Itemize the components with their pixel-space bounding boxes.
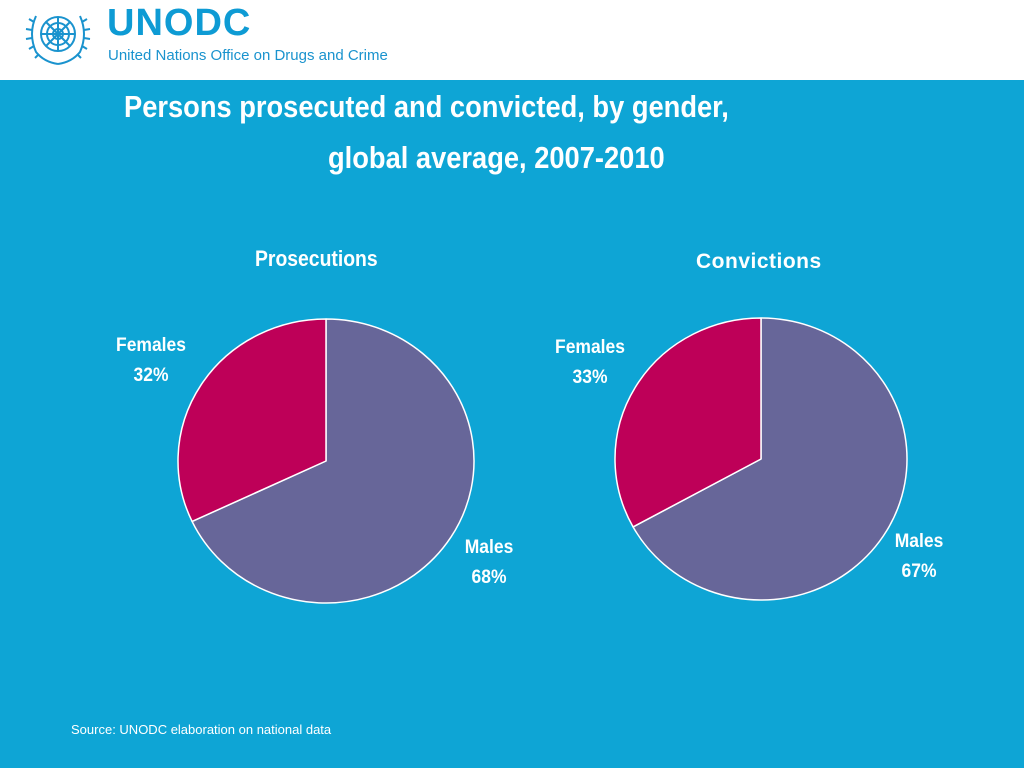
label-prosecutions-males: Males 68% — [465, 533, 514, 593]
slide-title-line-1: Persons prosecuted and convicted, by gen… — [124, 89, 729, 124]
header: UNODC United Nations Office on Drugs and… — [0, 0, 1024, 80]
source-note: Source: UNODC elaboration on national da… — [71, 722, 332, 737]
logo-name: UNODC — [107, 2, 252, 44]
label-prosecutions-females: Females 32% — [116, 331, 186, 391]
label-prosecutions-males-name: Males — [464, 537, 514, 558]
chart-title-convictions: Convictions — [696, 250, 822, 273]
label-convictions-males-name: Males — [894, 531, 944, 552]
chart-title-prosecutions: Prosecutions — [255, 246, 378, 271]
label-prosecutions-females-value: 32% — [133, 365, 169, 386]
label-convictions-females-value: 33% — [572, 367, 608, 388]
label-convictions-males: Males 67% — [895, 527, 944, 587]
pie-slice-prosecutions-males — [191, 318, 475, 604]
pie-slice-prosecutions-females — [177, 318, 327, 523]
label-convictions-females: Females 33% — [555, 333, 625, 393]
logo-tagline: United Nations Office on Drugs and Crime — [108, 47, 388, 64]
un-emblem-icon — [25, 15, 91, 65]
slide-title-line-2: global average, 2007-2010 — [328, 140, 665, 175]
label-convictions-females-name: Females — [555, 337, 625, 358]
label-prosecutions-females-name: Females — [116, 335, 186, 356]
pie-slice-convictions-males — [632, 317, 908, 601]
label-prosecutions-males-value: 68% — [471, 567, 507, 588]
label-convictions-males-value: 67% — [901, 561, 937, 582]
pie-slice-convictions-females — [614, 317, 762, 528]
pie-charts — [177, 317, 908, 604]
slide: Persons prosecuted and convicted, by gen… — [0, 80, 1024, 768]
